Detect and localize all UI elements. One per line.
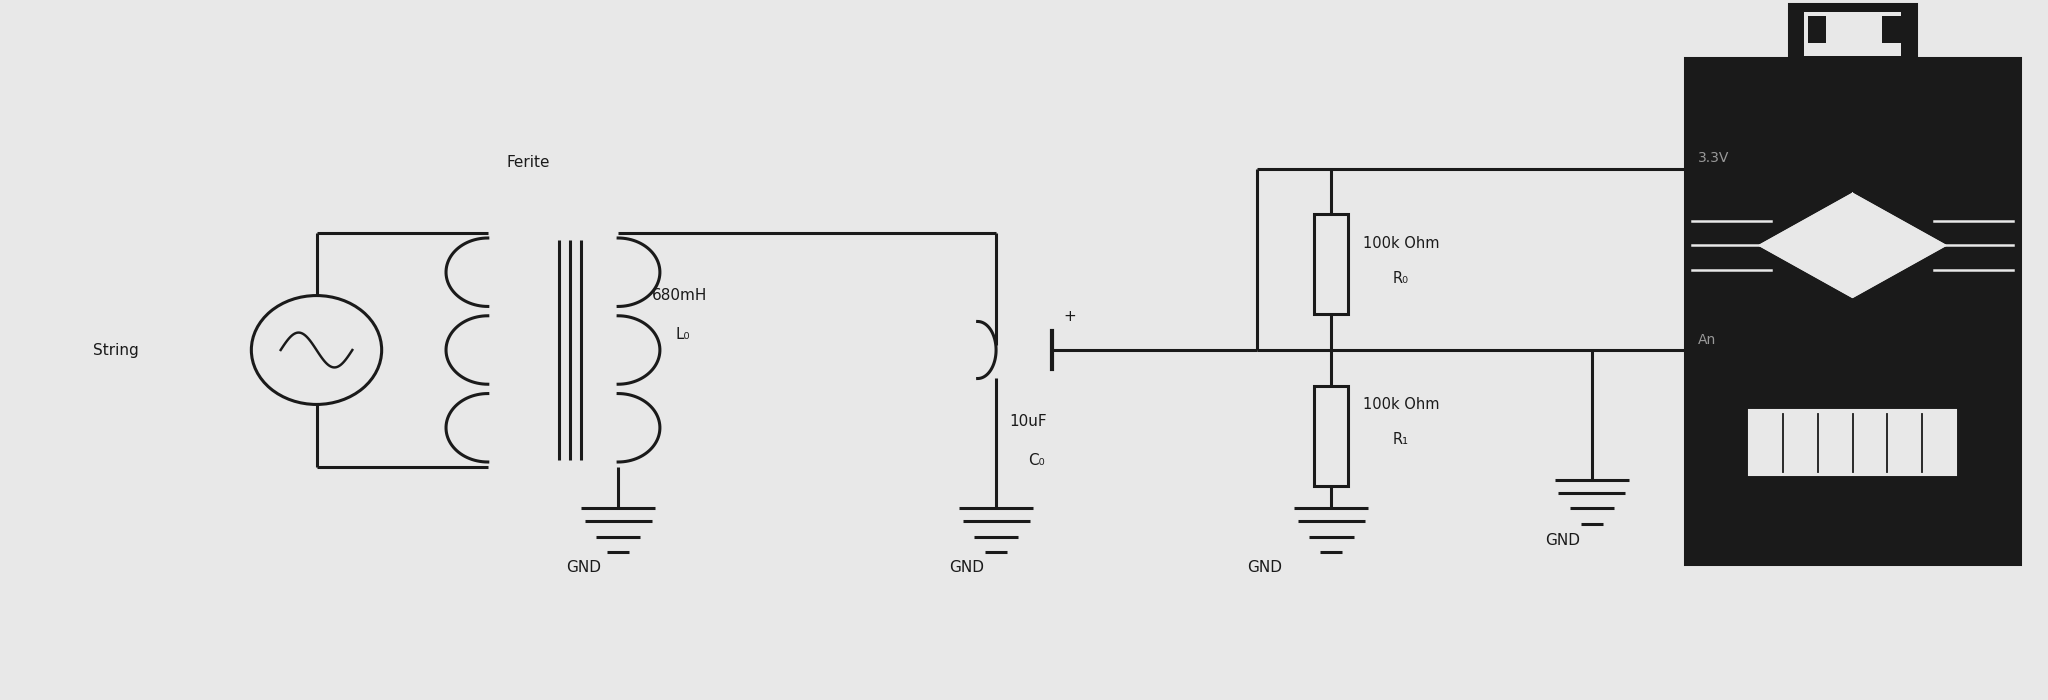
Text: GND: GND (565, 560, 600, 575)
Bar (1808, 15, 1827, 43)
Bar (1686, 58, 2019, 564)
Bar (1882, 15, 1901, 43)
Text: GND: GND (1546, 533, 1581, 548)
Text: 3.3V: 3.3V (1698, 151, 1729, 165)
Text: C₀: C₀ (1028, 453, 1044, 468)
Text: GND: GND (1247, 560, 1282, 575)
Text: Ferite: Ferite (506, 155, 551, 169)
Text: 100k Ohm: 100k Ohm (1362, 397, 1440, 412)
Text: GND: GND (950, 560, 985, 575)
Text: +: + (1063, 309, 1075, 325)
Bar (1790, 4, 1915, 58)
Text: 100k Ohm: 100k Ohm (1362, 236, 1440, 251)
Bar (1804, 12, 1901, 56)
Text: An: An (1698, 332, 1716, 346)
Text: String: String (92, 342, 139, 358)
Text: R₁: R₁ (1393, 432, 1409, 447)
Text: 680mH: 680mH (651, 288, 707, 303)
Bar (1749, 410, 1956, 475)
Polygon shape (1759, 193, 1946, 298)
Bar (1315, 386, 1348, 486)
Text: L₀: L₀ (676, 327, 690, 342)
Bar (1315, 214, 1348, 314)
Text: 10uF: 10uF (1010, 414, 1047, 429)
Text: R₀: R₀ (1393, 271, 1409, 286)
